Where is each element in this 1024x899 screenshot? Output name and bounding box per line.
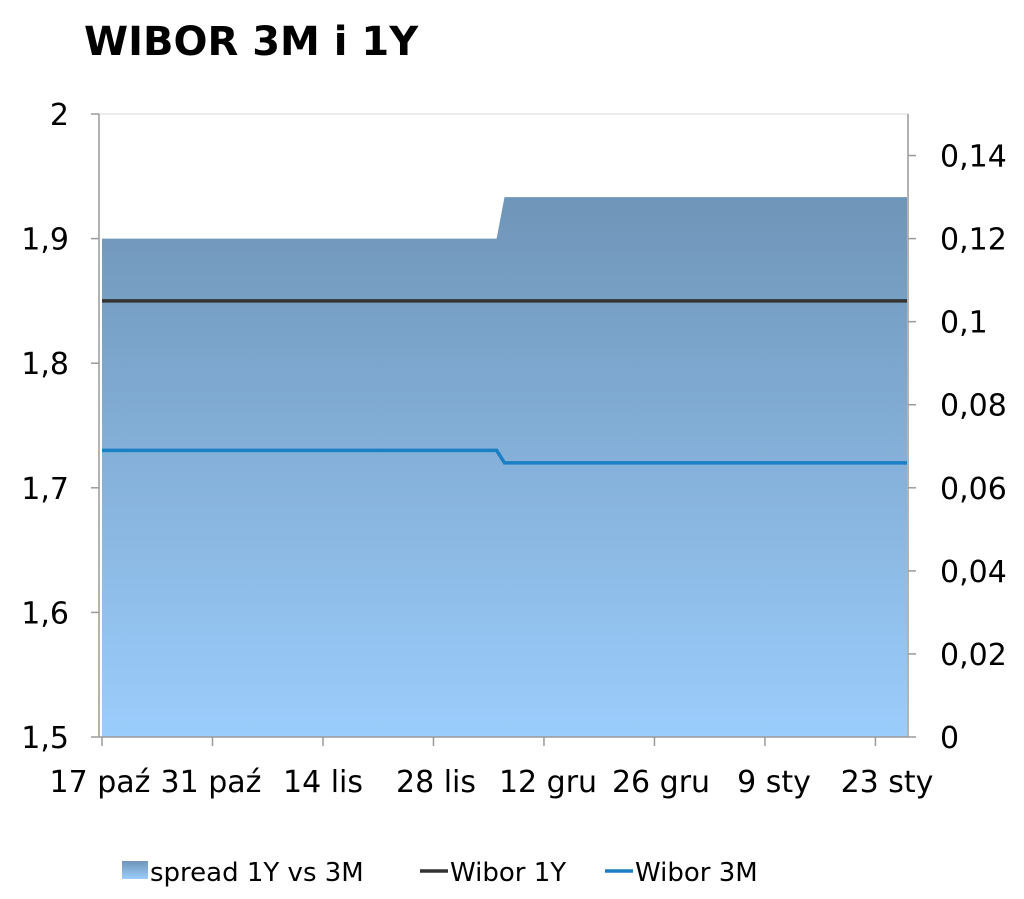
legend-label: Wibor 3M	[635, 858, 758, 888]
x-tick-label: 14 lis	[283, 765, 363, 800]
legend-label: spread 1Y vs 3M	[150, 858, 364, 888]
axes-layer: 1,5 1,6 1,7 1,8 1,9 2 0 0,02 0,04 0,06 0,08 0,1 0,12…	[21, 98, 1007, 800]
series-area-spread	[102, 197, 907, 738]
x-tick-label: 9 sty	[737, 765, 811, 800]
series-layer	[102, 197, 907, 738]
series-line-wibor-3m	[102, 448, 907, 465]
legend: spread 1Y vs 3M Wibor 1Y Wibor 3M	[122, 858, 758, 888]
y-left-tick-label: 1,7	[21, 472, 69, 507]
y-right-tick-label: 0,06	[940, 472, 1007, 507]
y-right-tick-label: 0,1	[940, 306, 988, 341]
y-left-tick-label: 1,9	[21, 223, 69, 258]
x-tick-label: 12 gru	[499, 765, 597, 800]
legend-label: Wibor 1Y	[450, 858, 566, 888]
y-left-tick-label: 1,8	[21, 347, 69, 382]
x-tick-label: 31 paź	[161, 765, 262, 800]
chart-title: WIBOR 3M i 1Y	[84, 19, 419, 65]
y-right-tick-label: 0,08	[940, 389, 1007, 424]
y-right-tick-label: 0,04	[940, 555, 1007, 590]
y-right-tick-label: 0,02	[940, 638, 1007, 673]
legend-item-wibor-1y: Wibor 1Y	[420, 858, 566, 888]
y-left-tick-label: 1,5	[21, 721, 69, 756]
y-right-tick-label: 0,12	[940, 223, 1007, 258]
y-left-tick-label: 1,6	[21, 596, 69, 631]
y-right-tick-label: 0	[940, 721, 959, 756]
legend-item-spread: spread 1Y vs 3M	[122, 858, 364, 888]
y-left-tick-label: 2	[50, 98, 69, 133]
x-tick-label: 26 gru	[612, 765, 710, 800]
y-right-tick-label: 0,14	[940, 140, 1007, 175]
x-tick-label: 23 sty	[841, 765, 934, 800]
legend-item-wibor-3m: Wibor 3M	[605, 858, 758, 888]
x-tick-label: 28 lis	[396, 765, 476, 800]
x-tick-label: 17 paź	[50, 765, 151, 800]
legend-swatch-area	[122, 861, 148, 879]
